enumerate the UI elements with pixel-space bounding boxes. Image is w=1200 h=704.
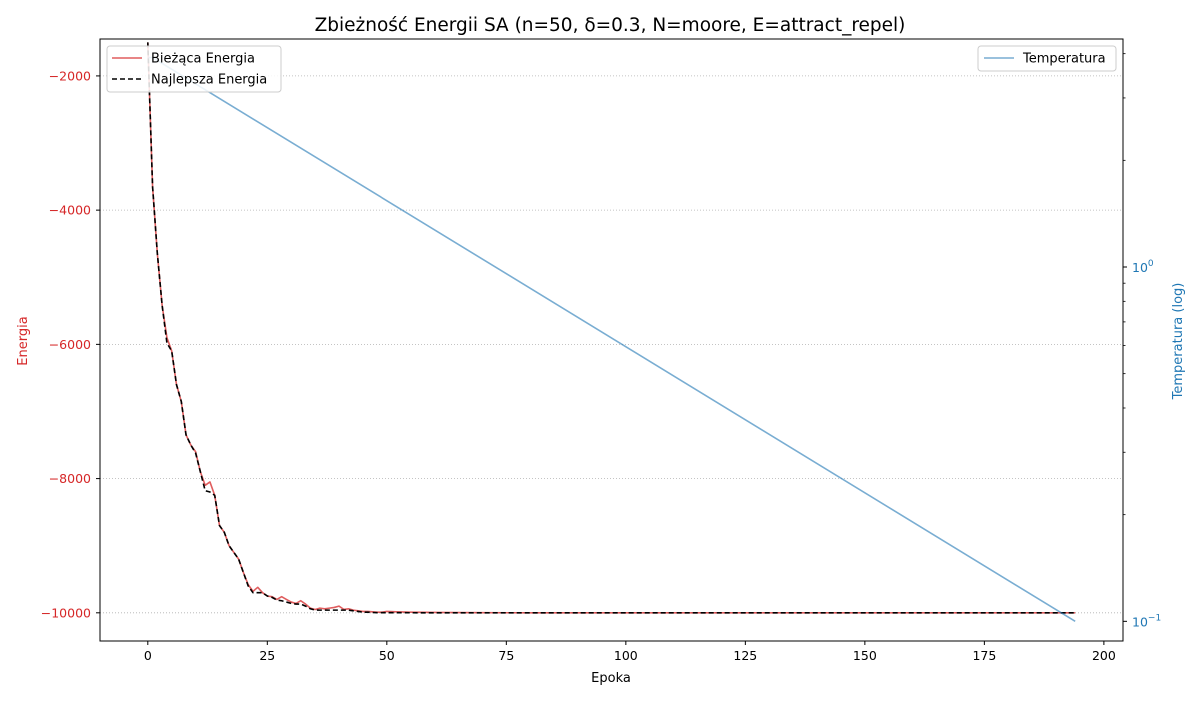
x-tick-label: 150 [853,648,877,663]
plot-frame [99,38,1124,642]
x-tick-label: 0 [144,648,152,663]
y-left-tick-label: −4000 [49,203,91,218]
legend-energy-box [106,45,282,93]
y-left-tick-label: −6000 [49,337,91,352]
series-best-energy-line [147,42,1076,614]
x-axis-label: Epoka [591,671,631,686]
legend-energy: Bieżąca Energia Najlepsza Energia [106,45,282,93]
legend-best-energy-label: Najlepsza Energia [151,73,267,88]
x-tick-label: 100 [614,648,638,663]
y-left-tick-label: −2000 [49,68,91,83]
x-tick-label: 125 [733,648,757,663]
y-axis-left-label: Energia [16,316,31,365]
x-tick-label: 50 [379,648,395,663]
y-axis-left: −10000 −8000 −6000 −4000 −2000 [41,68,100,620]
x-tick-label: 75 [498,648,514,663]
x-axis: 0 25 50 75 100 125 150 175 200 [144,641,1116,663]
y-left-tick-label: −10000 [41,605,91,620]
legend-temperature: Temperatura [977,45,1117,72]
legend-temperature-label: Temperatura [1022,52,1106,67]
y-axis-right-label: Temperatura (log) [1171,283,1186,401]
x-tick-label: 200 [1092,648,1116,663]
x-tick-label: 25 [259,648,275,663]
x-tick-label: 175 [972,648,996,663]
y-left-tick-label: −8000 [49,471,91,486]
legend-temperature-box [977,45,1117,72]
legend-current-energy-label: Bieżąca Energia [151,52,255,67]
chart-title: Zbieżność Energii SA (n=50, δ=0.3, N=moo… [315,15,906,36]
